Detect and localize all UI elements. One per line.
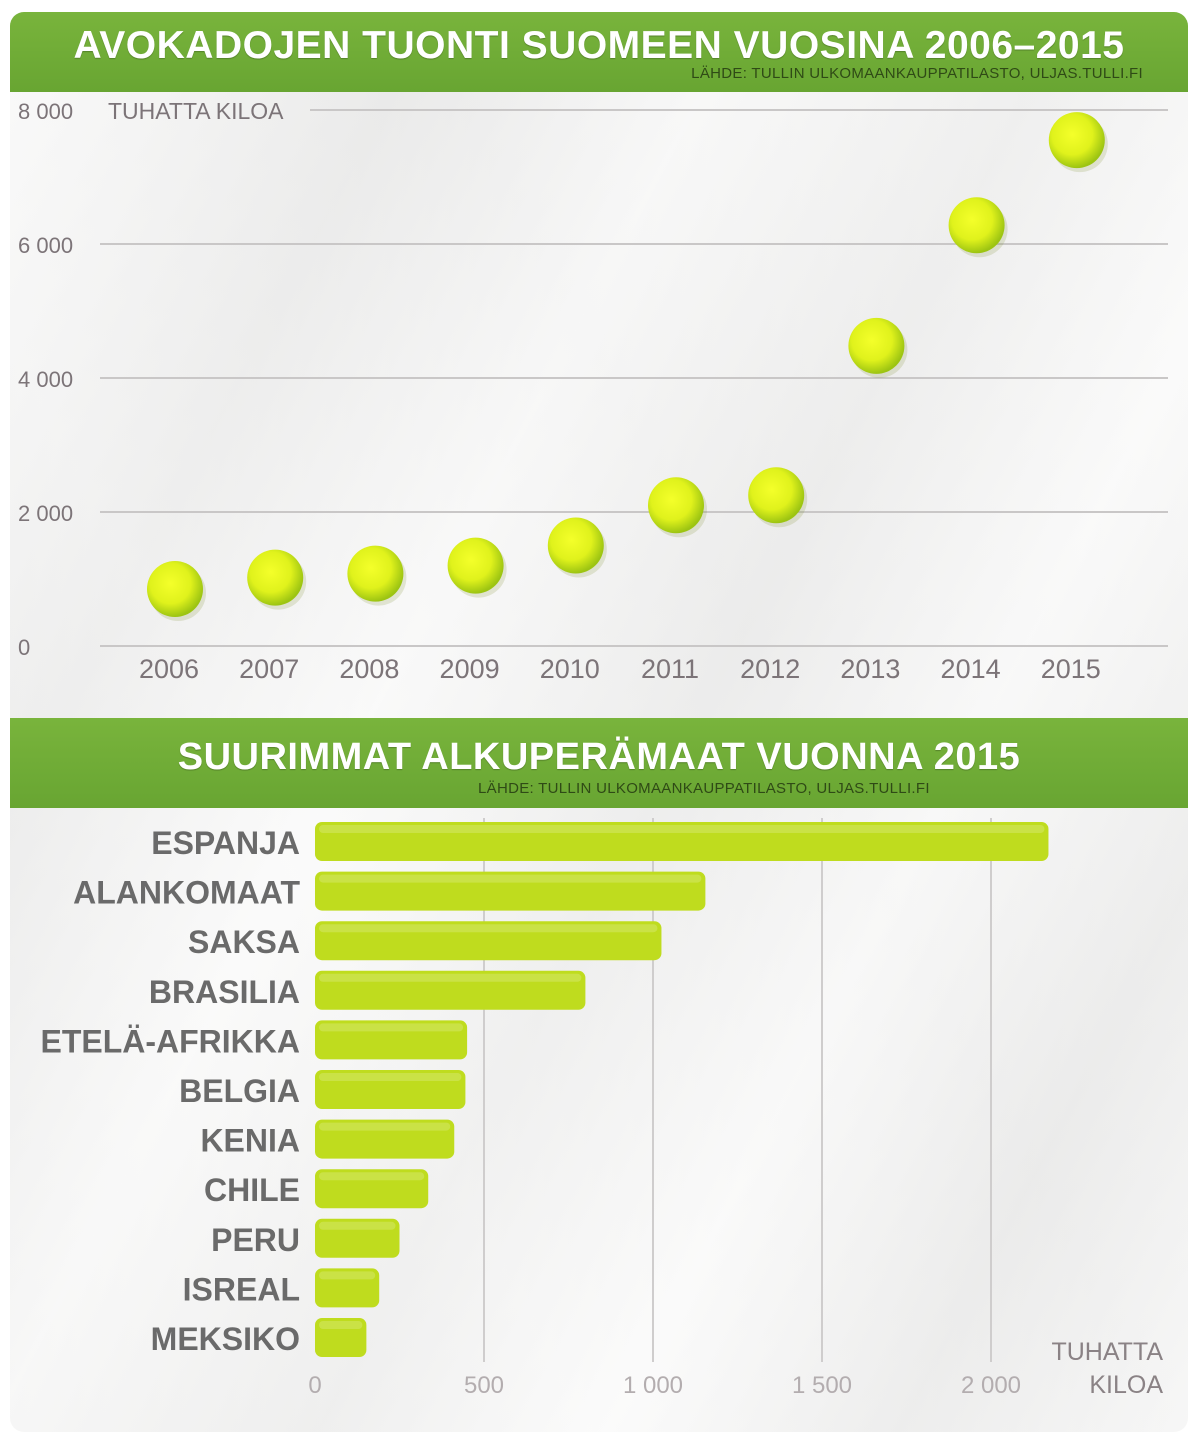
bar [315,871,706,911]
bar-highlight [319,973,582,982]
x-tick-label: 2014 [941,654,1001,684]
bar [315,1218,400,1258]
y-tick-label: 4 000 [18,367,73,392]
data-point [247,549,304,606]
data-point [447,537,504,594]
x-tick-label: 2007 [239,654,299,684]
x-tick-label: 2012 [740,654,800,684]
category-label: ISREAL [183,1271,300,1307]
x-tick-label: 2 000 [961,1372,1021,1399]
x-tick-label: 2006 [139,654,199,684]
category-label: BRASILIA [149,974,300,1010]
x-tick-label: 1 000 [623,1372,683,1399]
category-label: MEKSIKO [151,1321,300,1357]
data-point [748,467,805,524]
y-tick-label: 0 [18,635,30,660]
y-tick-label: 8 000 [18,99,73,124]
x-tick-label: 2009 [440,654,500,684]
data-point [547,517,604,574]
data-point [147,561,203,618]
x-tick-label: 2013 [840,654,900,684]
bar [315,1070,466,1109]
bar-highlight [319,1073,462,1081]
category-label: ESPANJA [151,825,300,861]
data-point [648,477,704,534]
bar-highlight [319,1172,425,1181]
x-tick-label: 2015 [1041,654,1101,684]
bar-highlight [319,825,1045,833]
x-tick-label: 0 [308,1372,321,1399]
bar-highlight [319,1321,363,1329]
bar-highlight [319,924,658,933]
bar-highlight [319,1122,451,1131]
bar-highlight [319,1271,376,1280]
bar-highlight [319,1023,464,1032]
bar [315,1119,455,1159]
top-chart-title: AVOKADOJEN TUONTI SUOMEEN VUOSINA 2006–2… [73,24,1125,67]
category-label: CHILE [204,1172,300,1208]
bar [315,1020,468,1060]
x-tick-label: 2011 [641,654,699,684]
bar-highlight [319,874,702,883]
top-chart-header: AVOKADOJEN TUONTI SUOMEEN VUOSINA 2006–2… [10,12,1188,92]
bar [315,822,1049,861]
data-point [1048,112,1105,169]
bottom-chart-header: SUURIMMAT ALKUPERÄMAAT VUONNA 2015 LÄHDE… [10,718,1188,808]
bar [315,1268,380,1308]
x-axis-unit-label: TUHATTA [1051,1338,1163,1366]
bar [315,921,662,961]
bar [315,1318,367,1357]
category-label: BELGIA [179,1073,300,1109]
bottom-chart-source: LÄHDE: TULLIN ULKOMAANKAUPPATILASTO, ULJ… [478,780,930,797]
bar [315,1169,429,1209]
bar [315,970,586,1010]
data-point [848,317,905,374]
bar-highlight [319,1221,396,1230]
bottom-chart-title: SUURIMMAT ALKUPERÄMAAT VUONNA 2015 [177,736,1021,778]
y-axis-unit-label: TUHATTA KILOA [108,98,284,124]
y-tick-label: 6 000 [18,233,73,258]
import-scatter-chart: 0 2 000 4 000 6 000 8 000 TUHATTA KILOA 2006… [18,98,1168,684]
data-point [948,197,1005,254]
x-tick-label: 500 [464,1372,504,1399]
category-label: ETELÄ-AFRIKKA [40,1023,300,1059]
x-axis-unit-label: KILOA [1089,1371,1163,1399]
category-label: PERU [211,1222,300,1258]
x-tick-label: 1 500 [792,1372,852,1399]
x-tick-label: 2010 [540,654,600,684]
top-chart-source: LÄHDE: TULLIN ULKOMAANKAUPPATILASTO, ULJ… [691,65,1143,82]
category-label: SAKSA [188,924,300,960]
y-tick-label: 2 000 [18,501,73,526]
x-tick-label: 2008 [339,654,399,684]
category-label: ALANKOMAAT [73,875,300,911]
category-label: KENIA [200,1123,300,1159]
data-point [347,545,404,602]
